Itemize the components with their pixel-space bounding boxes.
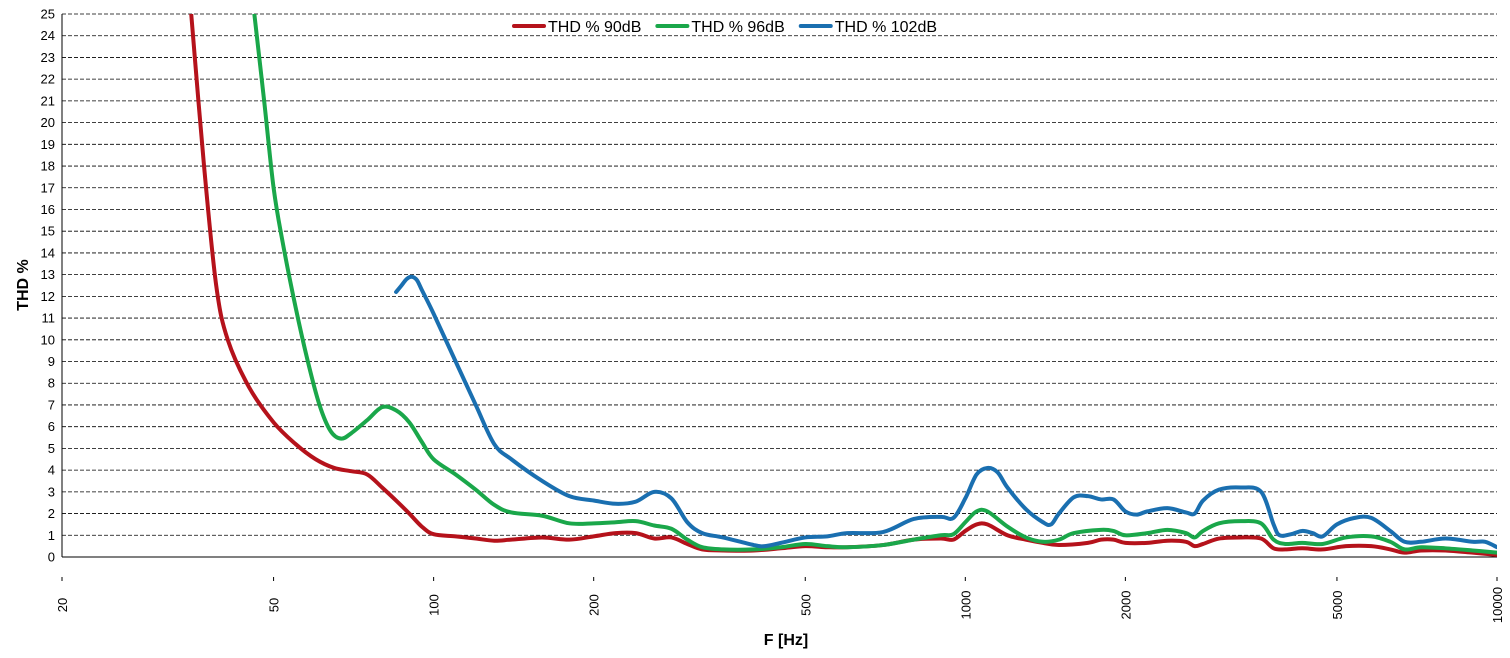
y-tick-label: 23 — [41, 50, 55, 65]
y-tick-label: 18 — [41, 159, 55, 174]
y-tick-label: 10 — [41, 332, 55, 347]
x-tick-label: 50 — [267, 598, 282, 612]
x-tick-label: 10000 — [1490, 587, 1505, 623]
y-tick-label: 0 — [48, 550, 55, 565]
x-axis-title: F [Hz] — [764, 632, 808, 649]
y-tick-label: 7 — [48, 397, 55, 412]
x-tick-label: 20 — [55, 598, 70, 612]
series-line-2 — [252, 14, 1497, 555]
legend-label: THD % 96dB — [691, 19, 784, 36]
x-tick-label: 500 — [798, 594, 813, 616]
y-tick-label: 17 — [41, 180, 55, 195]
y-tick-label: 12 — [41, 289, 55, 304]
y-tick-label: 21 — [41, 93, 55, 108]
x-tick-label: 1000 — [958, 591, 973, 620]
y-tick-label: 5 — [48, 441, 55, 456]
y-tick-label: 14 — [41, 245, 55, 260]
y-tick-label: 1 — [48, 528, 55, 543]
x-tick-label: 5000 — [1330, 591, 1345, 620]
legend-label: THD % 102dB — [835, 19, 937, 36]
y-tick-label: 2 — [48, 506, 55, 521]
legend-label: THD % 90dB — [548, 19, 641, 36]
y-tick-label: 16 — [41, 202, 55, 217]
y-axis-title: THD % — [15, 259, 32, 311]
series-line-3 — [394, 274, 1497, 550]
series-line-1 — [189, 14, 1497, 557]
y-tick-label: 25 — [41, 7, 55, 22]
axes-layer: 0123456789101112131415161718192021222324… — [41, 7, 1505, 624]
y-tick-label: 9 — [48, 354, 55, 369]
x-tick-label: 200 — [587, 594, 602, 616]
y-tick-label: 4 — [48, 463, 55, 478]
y-tick-label: 6 — [48, 419, 55, 434]
y-tick-label: 13 — [41, 267, 55, 282]
y-tick-label: 8 — [48, 376, 55, 391]
y-tick-label: 19 — [41, 137, 55, 152]
y-tick-label: 20 — [41, 115, 55, 130]
legend: THD % 90dB THD % 96dB THD % 102dB — [512, 19, 937, 36]
x-tick-label: 2000 — [1118, 591, 1133, 620]
y-tick-label: 11 — [42, 311, 56, 326]
series-layer — [189, 14, 1497, 557]
grid-layer — [62, 13, 1497, 558]
y-tick-label: 3 — [48, 484, 55, 499]
y-tick-label: 15 — [41, 224, 55, 239]
y-tick-label: 24 — [41, 28, 55, 43]
y-tick-label: 22 — [41, 72, 55, 87]
x-tick-label: 100 — [427, 594, 442, 616]
